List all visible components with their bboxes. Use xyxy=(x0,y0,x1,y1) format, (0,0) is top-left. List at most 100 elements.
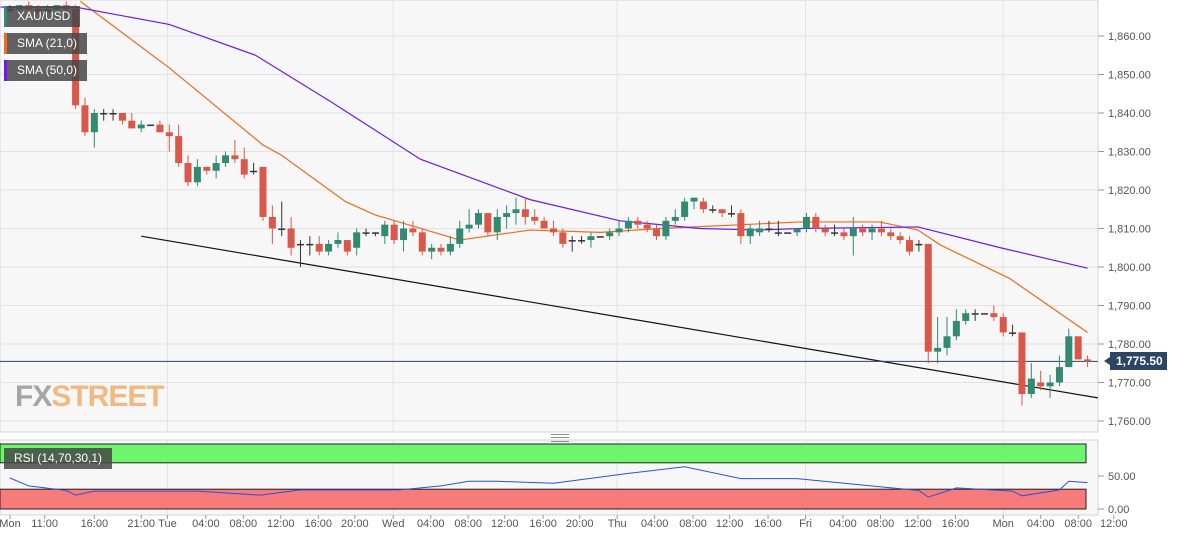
candle-body xyxy=(718,209,726,214)
candle-body xyxy=(681,201,689,217)
legend-symbol[interactable]: XAU/USD xyxy=(4,6,81,27)
x-tick-label: 16:00 xyxy=(754,518,782,530)
x-tick-label: Wed xyxy=(382,518,404,530)
candle-body xyxy=(896,236,904,241)
candle-body xyxy=(147,124,155,127)
pane-resize-handle-icon[interactable] xyxy=(551,434,569,442)
candle-body xyxy=(812,216,820,229)
candle-body xyxy=(906,240,914,252)
sma-line xyxy=(0,6,1088,269)
candle-body xyxy=(587,236,595,241)
candle-body xyxy=(1065,336,1073,368)
candle-body xyxy=(128,120,136,129)
candle-body xyxy=(165,132,173,137)
y-tick-label: 1,810.00 xyxy=(1108,224,1151,236)
candle-body xyxy=(475,213,482,225)
candle-body xyxy=(1027,378,1035,395)
candle-body xyxy=(952,320,960,337)
candle-body xyxy=(278,228,286,230)
candle-body xyxy=(999,317,1007,333)
candle-body xyxy=(81,105,89,133)
candle-body xyxy=(72,9,80,106)
candle-body xyxy=(596,236,604,238)
candle-body xyxy=(390,224,398,241)
candle-body xyxy=(381,224,389,237)
y-tick-label: 1,770.00 xyxy=(1108,378,1151,390)
candle-body xyxy=(212,163,220,171)
candle-body xyxy=(559,232,567,244)
candle-body xyxy=(737,213,745,237)
candle-body xyxy=(1037,382,1045,387)
candle-body xyxy=(849,228,857,237)
x-tick-label: 16:00 xyxy=(305,518,333,530)
y-tick-label: 1,850.00 xyxy=(1108,70,1151,82)
candle-body xyxy=(1084,359,1092,362)
candle-body xyxy=(353,232,361,248)
x-tick-label: 11:00 xyxy=(31,518,58,530)
x-tick-label: Mon xyxy=(0,518,21,530)
rsi-tick-label: 0.00 xyxy=(1108,504,1129,516)
x-tick-label: 04:00 xyxy=(192,518,220,530)
x-tick-label: 12:00 xyxy=(904,518,932,530)
y-tick-label: 1,860.00 xyxy=(1108,31,1151,43)
x-tick-label: 12:00 xyxy=(716,518,744,530)
candle-body xyxy=(400,228,408,241)
candle-body xyxy=(193,166,201,183)
legend-sma50[interactable]: SMA (50,0) xyxy=(4,60,88,81)
candle-body xyxy=(990,313,998,318)
candle-body xyxy=(643,224,651,229)
candle-body xyxy=(568,240,576,242)
candle-body xyxy=(175,136,183,164)
candle-body xyxy=(709,209,717,211)
candle-body xyxy=(343,240,351,252)
price-plot-area[interactable] xyxy=(0,0,1099,433)
candle-body xyxy=(540,220,548,229)
x-tick-label: 12:00 xyxy=(267,518,295,530)
candle-body xyxy=(962,313,970,321)
candle-body xyxy=(746,228,754,237)
candle-body xyxy=(137,124,145,129)
candle-body xyxy=(868,228,876,233)
candle-body xyxy=(624,220,632,229)
candle-body xyxy=(306,243,314,246)
candle-body xyxy=(409,228,417,233)
candle-body xyxy=(774,232,782,234)
legend-sma21[interactable]: SMA (21,0) xyxy=(4,33,88,54)
last-price-label: 1,775.50 xyxy=(1104,352,1167,370)
x-tick-label: 04:00 xyxy=(1027,518,1055,530)
candle-body xyxy=(456,228,464,244)
y-tick-label: 1,820.00 xyxy=(1108,185,1151,197)
legend-rsi[interactable]: RSI (14,70,30,1) xyxy=(4,448,113,469)
candle-body xyxy=(1018,332,1026,395)
y-tick-label: 1,780.00 xyxy=(1108,339,1151,351)
x-tick-label: 12:00 xyxy=(491,518,519,530)
candle-body xyxy=(428,247,436,252)
candle-body xyxy=(437,247,445,252)
x-tick-label: 20:00 xyxy=(341,518,369,530)
y-tick-label: 1,800.00 xyxy=(1108,262,1151,274)
x-tick-label: 21:00 xyxy=(127,518,155,530)
x-tick-label: 16:00 xyxy=(942,518,970,530)
candle-body xyxy=(90,113,98,133)
candle-body xyxy=(156,124,164,133)
candle-body xyxy=(634,220,642,225)
x-tick-label: 04:00 xyxy=(641,518,669,530)
candle-body xyxy=(1009,332,1017,334)
x-tick-label: 08:00 xyxy=(679,518,707,530)
candle-body xyxy=(287,228,295,248)
y-tick-label: 1,840.00 xyxy=(1108,108,1151,120)
candle-body xyxy=(859,228,867,233)
oversold-zone xyxy=(0,488,1087,510)
candle-body xyxy=(334,240,342,244)
candle-body xyxy=(1074,336,1082,360)
x-tick-label: 08:00 xyxy=(1064,518,1092,530)
candle-body xyxy=(250,170,258,173)
candle-body xyxy=(503,213,511,217)
candle-body xyxy=(100,113,108,115)
candle-body xyxy=(831,232,839,234)
candle-body xyxy=(325,243,333,252)
candle-body xyxy=(690,197,698,202)
candle-body xyxy=(671,216,679,221)
y-tick-label: 1,790.00 xyxy=(1108,301,1151,313)
